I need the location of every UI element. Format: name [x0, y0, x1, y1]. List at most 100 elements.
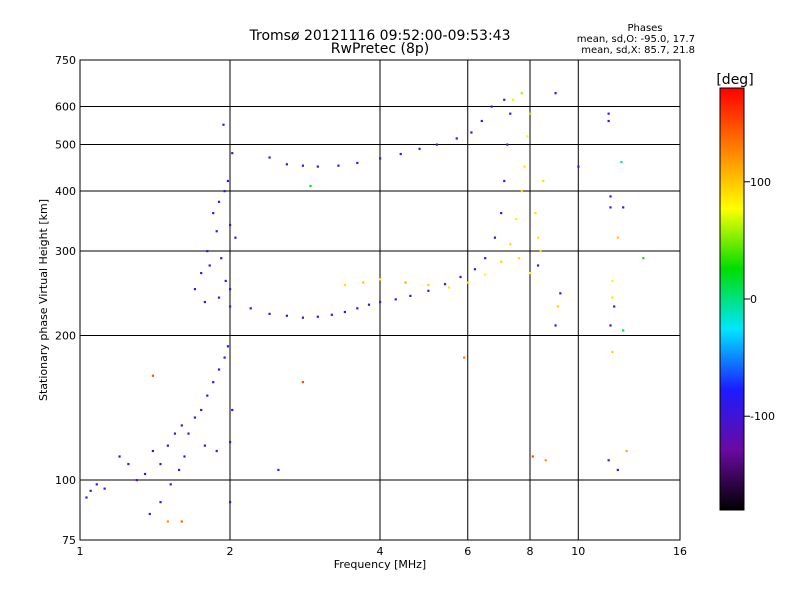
echo-point [337, 164, 340, 167]
echo-point [534, 212, 537, 215]
echo-point [577, 165, 580, 168]
echo-point [500, 212, 503, 215]
echo-point [183, 455, 186, 458]
echo-point [611, 350, 614, 353]
echo-point [554, 92, 557, 95]
echo-point [166, 444, 169, 447]
echo-point [529, 112, 532, 115]
echo-point [148, 512, 151, 516]
echo-point [379, 278, 382, 281]
echo-point [443, 283, 447, 286]
echo-point [435, 143, 438, 146]
echo-point [224, 279, 227, 283]
colorbar [719, 87, 745, 511]
echo-point [473, 268, 477, 271]
echo-point [151, 374, 155, 377]
echo-point [215, 230, 218, 233]
echo-point [212, 212, 215, 215]
echo-point [285, 163, 288, 166]
echo-point [607, 459, 610, 462]
echo-point [616, 236, 619, 239]
echo-point [143, 472, 147, 476]
echo-point [404, 281, 407, 284]
x-tick-labels: 1 2 4 6 8 10 16 [77, 545, 688, 558]
echo-point [180, 424, 183, 427]
echo-point [151, 449, 155, 453]
echo-point [249, 307, 252, 310]
echo-point [559, 292, 562, 295]
echo-point [229, 288, 232, 291]
echo-point [517, 257, 521, 260]
echo-point [203, 444, 206, 447]
echo-point [234, 236, 237, 239]
echo-point [103, 487, 106, 490]
echo-point [466, 281, 469, 284]
echo-point [512, 98, 515, 101]
y-axis-label: Stationary phase Virtual Height [km] [37, 199, 50, 401]
colorbar-tick-label: 0 [750, 293, 757, 306]
echo-point [447, 286, 451, 289]
echo-point [509, 243, 512, 246]
x-tick-label: 2 [227, 545, 234, 558]
echo-point [316, 315, 319, 318]
echo-point [301, 316, 305, 319]
echo-point [268, 312, 271, 315]
echo-point [193, 416, 197, 419]
echo-point [539, 250, 542, 253]
y-tick-label: 400 [55, 185, 76, 198]
echo-point [509, 112, 512, 115]
echo-point [500, 260, 503, 263]
echo-points [85, 92, 645, 523]
y-tick-label: 75 [62, 534, 76, 547]
echo-point [159, 462, 162, 466]
echo-point [544, 459, 547, 462]
colorbar-tick-label: -100 [750, 410, 775, 423]
echo-point [490, 105, 493, 108]
echo-point [301, 164, 305, 167]
echo-point [277, 468, 280, 472]
echo-point [607, 112, 610, 115]
x-axis-label: Frequency [MHz] [334, 558, 426, 571]
echo-point [226, 179, 230, 183]
echo-point [362, 281, 365, 284]
echo-point [222, 123, 225, 126]
echo-point [301, 381, 305, 384]
plot-frame [79, 59, 681, 541]
echo-point [609, 195, 612, 198]
colorbar-ticks: 100 0 -100 [744, 176, 775, 423]
x-tick-label: 10 [571, 545, 585, 558]
echo-point [394, 298, 397, 301]
echo-point [613, 305, 616, 308]
echo-point [220, 257, 223, 260]
echo-point [536, 264, 540, 267]
echo-point [226, 345, 230, 348]
echo-point [503, 179, 506, 183]
echo-point [523, 165, 526, 168]
echo-point [427, 283, 430, 287]
echo-point [135, 479, 138, 482]
echo-point [607, 119, 610, 123]
echo-point [343, 310, 347, 314]
echo-point [611, 279, 614, 283]
echo-point [203, 300, 206, 304]
echo-point [208, 264, 211, 267]
echo-point [285, 314, 288, 317]
phase-stats-o: mean, sd,O: -95.0, 17.7 [577, 34, 695, 45]
y-tick-label: 100 [55, 474, 76, 487]
echo-point [187, 432, 190, 435]
echo-point [515, 217, 518, 221]
chart-title: Tromsø 20121116 09:52:00-09:53:43 [249, 28, 511, 44]
echo-point [193, 288, 197, 291]
colorbar-tick-label: 100 [750, 176, 771, 189]
echo-point [309, 184, 312, 188]
echo-point [542, 179, 545, 183]
echo-point [223, 356, 226, 359]
echo-point [520, 92, 523, 95]
x-tick-label: 6 [464, 545, 471, 558]
echo-point [231, 408, 234, 412]
echo-point [159, 500, 162, 504]
y-tick-labels: 75 100 200 300 400 500 600 750 [55, 54, 76, 547]
echo-point [493, 236, 497, 239]
echo-point [379, 300, 382, 304]
